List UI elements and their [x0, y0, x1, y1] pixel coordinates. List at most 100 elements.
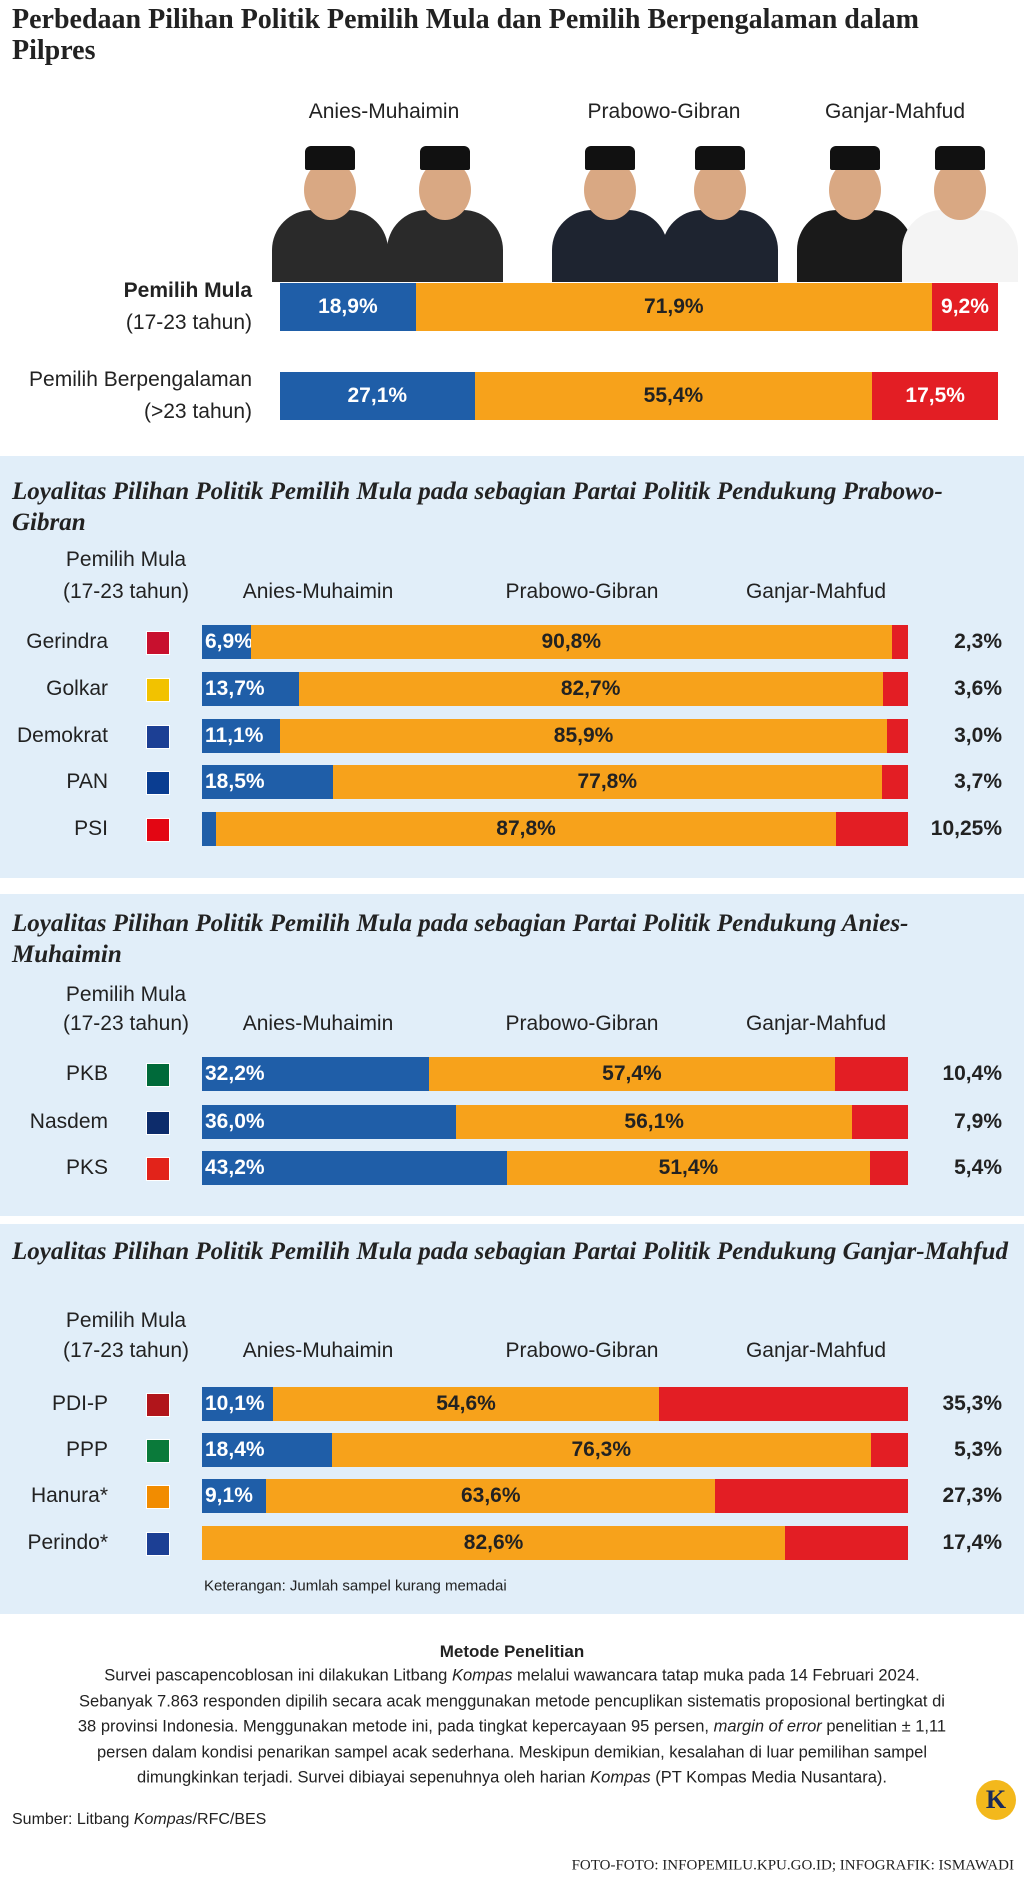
candidate-photo [830, 146, 880, 170]
candidate-photo [694, 160, 746, 220]
bar-segment [332, 765, 882, 799]
value-label: 54,6% [436, 1392, 496, 1415]
group-label: Pemilih Mula [65, 548, 187, 571]
party-logo [146, 818, 170, 842]
candidate-photo [934, 160, 986, 220]
category-label: PPP [65, 1438, 108, 1461]
value-label: 18,9% [318, 295, 378, 318]
value-label: 3,0% [954, 724, 1002, 747]
bar-segment [506, 1151, 870, 1185]
category-label: PAN [66, 770, 108, 793]
section-background [0, 456, 1024, 878]
value-label: 43,2% [205, 1156, 265, 1179]
bar-segment [882, 672, 908, 706]
bar-segment [280, 283, 416, 331]
group-note: (17-23 tahun) [62, 1339, 190, 1362]
credit: FOTO-FOTO: INFOPEMILU.KPU.GO.ID; INFOGRA… [571, 1857, 1014, 1874]
value-label: 3,6% [954, 677, 1002, 700]
method-title: Metode Penelitian [439, 1642, 585, 1661]
category-label: Perindo* [27, 1531, 108, 1554]
bar-segment [474, 372, 873, 420]
category-note: (>23 tahun) [144, 400, 252, 423]
bar-segment [852, 1105, 908, 1139]
value-label: 10,4% [942, 1062, 1002, 1085]
candidate-photo [662, 210, 778, 282]
bar-segment [216, 812, 836, 846]
category-label: PSI [74, 817, 108, 840]
party-logo [146, 725, 170, 749]
bar-segment [835, 812, 909, 846]
group-note: (17-23 tahun) [62, 1012, 190, 1035]
legend-label: Ganjar-Mahfud [745, 1012, 887, 1035]
bar-segment [881, 765, 908, 799]
bar-segment [869, 1151, 908, 1185]
candidate-photo [419, 160, 471, 220]
bar-segment [834, 1057, 908, 1091]
value-label: 10,25% [930, 817, 1002, 840]
candidate-photo [935, 146, 985, 170]
value-label: 17,5% [905, 384, 965, 407]
group-label: Pemilih Mula [65, 983, 187, 1006]
bar-segment [785, 1526, 908, 1560]
method-text: margin of error [713, 1717, 822, 1736]
value-label: 76,3% [571, 1438, 632, 1461]
category-label: Golkar [46, 677, 108, 700]
value-label: 18,5% [205, 770, 265, 793]
bar-segment [202, 625, 251, 659]
category-label: Pemilih Berpengalaman [29, 368, 252, 391]
legend-label: Prabowo-Gibran [505, 580, 659, 603]
legend-label: Prabowo-Gibran [587, 100, 741, 123]
value-label: 2,3% [954, 630, 1002, 653]
value-label: 5,4% [954, 1156, 1002, 1179]
value-label: 9,1% [205, 1484, 253, 1507]
category-label: PDI-P [51, 1392, 108, 1415]
bar-segment [202, 1057, 430, 1091]
value-label: 51,4% [658, 1156, 719, 1179]
group-note: (17-23 tahun) [62, 580, 190, 603]
logo-text: K [985, 1785, 1007, 1814]
bar-segment [872, 372, 998, 420]
party-logo [146, 631, 170, 655]
bar-segment [870, 1433, 908, 1467]
bar-segment [202, 765, 333, 799]
category-label: PKB [65, 1062, 108, 1085]
bar-segment [298, 672, 883, 706]
bar-segment [202, 672, 299, 706]
method-text: Kompas [590, 1768, 651, 1787]
value-label: 82,6% [463, 1531, 524, 1554]
party-logo [146, 1532, 170, 1556]
value-label: 13,7% [205, 677, 265, 700]
value-label: 27,1% [347, 384, 408, 407]
method-text: melalui wawancara tatap muka pada 14 Feb… [512, 1666, 920, 1685]
chart-title: Perbedaan Pilihan Politik Pemilih Mula d… [12, 4, 919, 66]
value-label: 36,0% [205, 1110, 265, 1133]
party-logo [146, 1111, 170, 1135]
bar-segment [886, 719, 908, 753]
bar-segment [429, 1057, 835, 1091]
bar-segment [715, 1479, 908, 1513]
bar-segment [202, 719, 281, 753]
candidate-photo [797, 210, 913, 282]
value-label: 10,1% [205, 1392, 265, 1415]
category-label: Demokrat [16, 724, 108, 747]
source: Sumber: Litbang Kompas/RFC/BES [12, 1811, 266, 1829]
bar-segment [202, 812, 217, 846]
party-logo [146, 678, 170, 702]
legend-label: Anies-Muhaimin [242, 1012, 394, 1035]
section-title: Loyalitas Pilihan Politik Pemilih Mula p… [12, 1238, 1008, 1265]
bar-segment [250, 625, 892, 659]
value-label: 6,9% [205, 630, 253, 653]
candidate-photo [552, 210, 668, 282]
candidate-photo [584, 160, 636, 220]
candidate-photo [420, 146, 470, 170]
value-label: 5,3% [954, 1438, 1002, 1461]
bar-segment [202, 1105, 457, 1139]
legend-label: Anies-Muhaimin [242, 1339, 394, 1362]
value-label: 55,4% [643, 384, 704, 407]
bar-segment [202, 1526, 786, 1560]
value-label: 18,4% [205, 1438, 265, 1461]
bar-segment [331, 1433, 871, 1467]
legend-label: Ganjar-Mahfud [824, 100, 966, 123]
legend-label: Prabowo-Gibran [505, 1339, 659, 1362]
